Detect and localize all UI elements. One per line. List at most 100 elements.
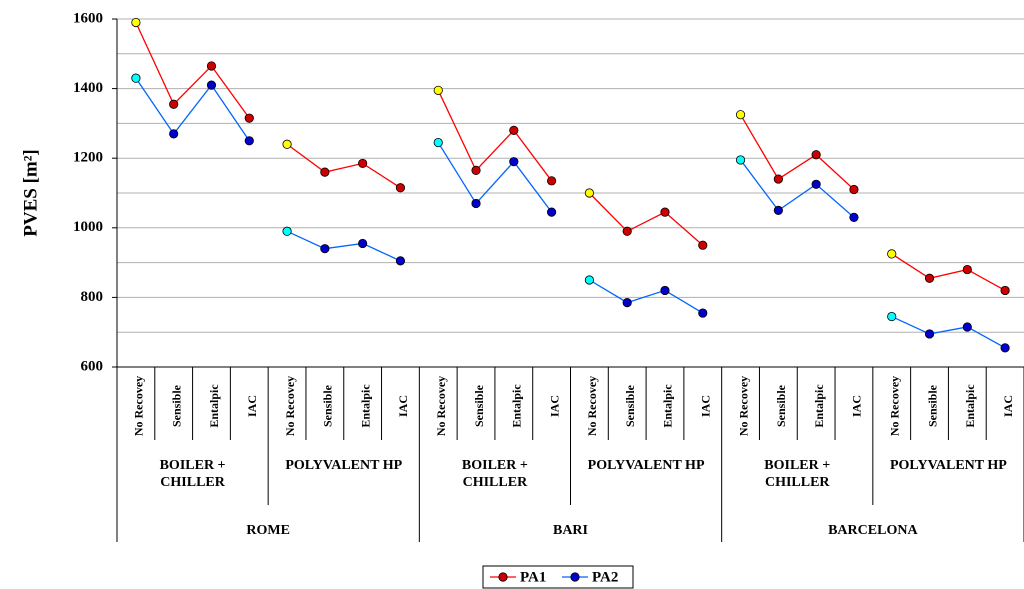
data-point	[924, 273, 935, 283]
series-line	[437, 90, 553, 182]
data-point	[773, 174, 783, 184]
x-tick-label: Entalpic	[661, 384, 675, 428]
data-point	[471, 198, 481, 209]
x-tick-label: Sensible	[472, 384, 486, 427]
x-tick-label: IAC	[699, 395, 713, 417]
data-point	[206, 61, 217, 71]
data-point	[471, 165, 481, 175]
data-point	[584, 188, 594, 198]
data-point	[395, 183, 406, 193]
series-line	[135, 22, 250, 119]
y-tick-label: 600	[81, 358, 104, 374]
legend-label: PA2	[592, 569, 618, 585]
data-point	[735, 110, 746, 120]
data-point	[509, 125, 519, 135]
data-point	[962, 264, 972, 275]
data-point	[887, 249, 897, 259]
y-tick-label: 1600	[73, 10, 103, 26]
data-point	[282, 139, 292, 149]
series-line	[286, 143, 401, 189]
x-tick-label: Sensible	[321, 384, 335, 427]
x-tick-label: No Recovey	[736, 376, 750, 436]
data-point	[131, 73, 141, 83]
data-point	[282, 226, 292, 236]
city-label: BARI	[553, 523, 588, 538]
data-point	[887, 311, 897, 322]
data-point	[962, 322, 972, 332]
series-line	[740, 159, 855, 218]
series-line	[740, 114, 855, 190]
x-tick-label: Sensible	[623, 384, 637, 427]
series-line	[589, 279, 704, 314]
data-point	[849, 184, 859, 195]
group-label: POLYVALENT HP	[285, 458, 403, 473]
x-tick-label: IAC	[1001, 395, 1015, 417]
x-tick-label: Entalpic	[963, 384, 977, 428]
data-point	[1000, 285, 1010, 296]
data-point	[773, 205, 783, 215]
data-point	[509, 157, 519, 167]
group-label: POLYVALENT HP	[587, 458, 705, 473]
city-label: ROME	[246, 523, 290, 538]
data-point	[320, 167, 330, 177]
series-line	[891, 315, 1006, 349]
y-tick-label: 1200	[73, 150, 103, 166]
x-tick-label: Entalpic	[358, 384, 372, 428]
data-point	[698, 240, 708, 250]
x-tick-label: Entalpic	[207, 384, 221, 428]
legend-marker	[570, 572, 580, 582]
x-tick-label: Entalpic	[510, 384, 524, 428]
data-point	[660, 285, 670, 296]
series-line	[437, 142, 553, 213]
series-line	[286, 230, 401, 262]
data-point	[735, 155, 746, 165]
y-tick-label: 1000	[73, 219, 103, 235]
x-tick-label: No Recovey	[585, 376, 599, 436]
x-tick-label: Sensible	[925, 384, 939, 427]
legend-label: PA1	[520, 569, 546, 585]
data-point	[660, 207, 670, 217]
data-point	[811, 179, 821, 189]
y-tick-label: 800	[81, 289, 104, 305]
data-point	[358, 238, 368, 249]
data-point	[1000, 343, 1010, 353]
group-label: BOILER + CHILLER	[159, 458, 226, 490]
data-point	[244, 136, 254, 146]
data-point	[244, 113, 254, 123]
group-label: POLYVALENT HP	[889, 458, 1007, 473]
data-point	[849, 212, 859, 222]
legend-marker	[498, 572, 508, 582]
x-tick-label: No Recovey	[434, 376, 448, 436]
data-point	[547, 207, 557, 217]
x-tick-label: Entalpic	[812, 384, 826, 428]
series-line	[135, 77, 250, 142]
data-point	[131, 17, 141, 28]
legend-box	[482, 565, 634, 589]
x-tick-label: Sensible	[169, 384, 183, 427]
x-tick-label: IAC	[547, 395, 561, 417]
group-label: BOILER + CHILLER	[764, 458, 831, 490]
x-tick-label: No Recovey	[132, 376, 146, 436]
y-tick-label: 1400	[73, 80, 103, 96]
x-tick-label: Sensible	[774, 384, 788, 427]
x-tick-label: No Recovey	[283, 376, 297, 436]
series-line	[588, 192, 704, 246]
data-point	[547, 176, 557, 186]
city-label: BARCELONA	[828, 523, 918, 538]
data-point	[206, 80, 217, 90]
data-point	[698, 308, 708, 318]
data-point	[433, 137, 443, 148]
data-point	[622, 298, 632, 308]
data-point	[811, 150, 821, 160]
y-axis-label: PVES [m²]	[20, 149, 41, 237]
data-point	[169, 129, 179, 139]
data-point	[395, 256, 406, 266]
data-point	[622, 226, 632, 236]
x-tick-label: IAC	[396, 395, 410, 417]
data-point	[433, 85, 443, 95]
group-label: BOILER + CHILLER	[461, 458, 528, 490]
x-tick-label: IAC	[850, 395, 864, 417]
data-point	[924, 329, 935, 339]
